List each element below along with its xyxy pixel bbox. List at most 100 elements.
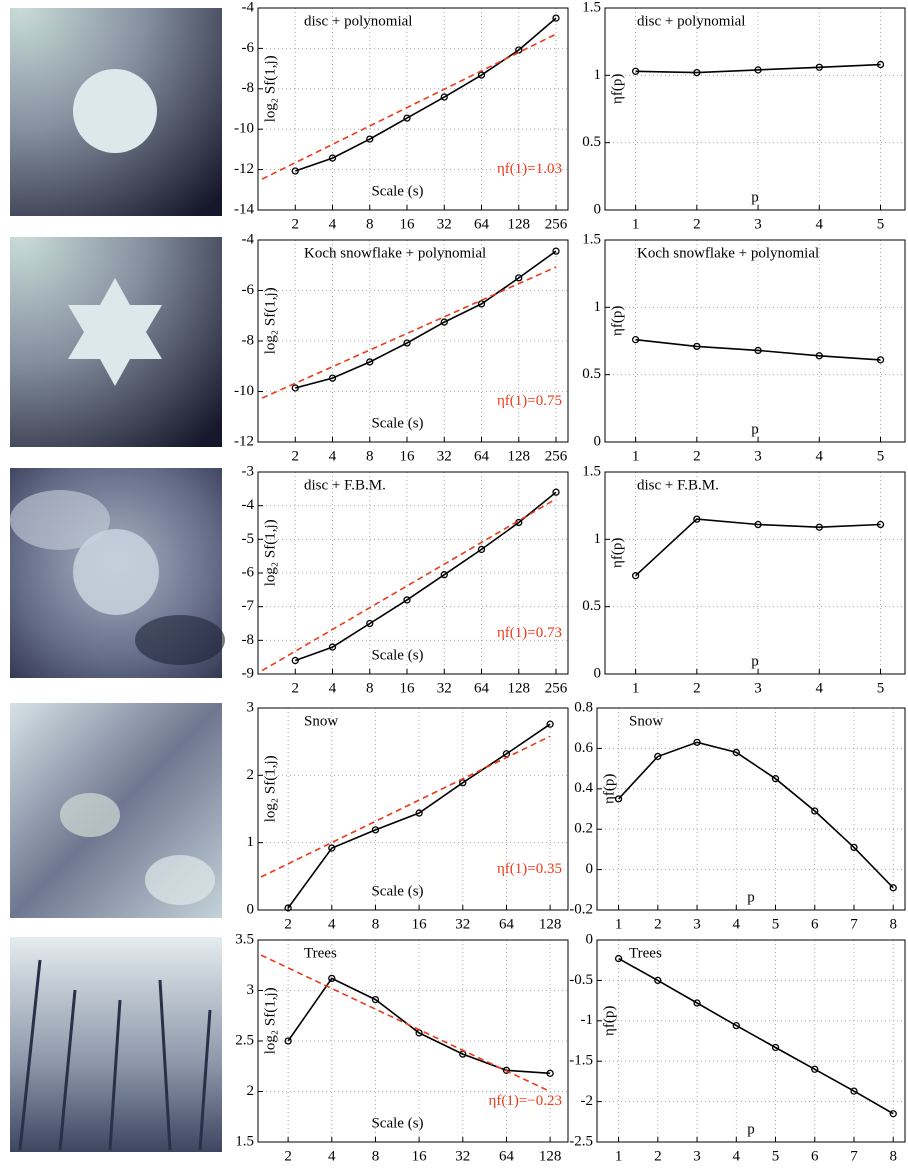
y-axis-label: ηf(p) <box>601 774 617 804</box>
x-tick-label: 2 <box>292 216 300 232</box>
x-axis-label: Scale (s) <box>371 647 423 663</box>
x-tick-label: 16 <box>400 448 416 464</box>
x-axis-label: p <box>751 653 759 669</box>
y-axis-label: log₂ Sf(1,j) <box>262 287 278 354</box>
data-line <box>635 63 881 74</box>
line-chart: -0.2 0 0.2 0.4 0.6 0.8 1 2 3 4 5 6 7 8 Snow p ηf(p) <box>569 699 906 932</box>
data-line <box>635 518 881 577</box>
data-point <box>284 1037 292 1045</box>
x-tick-label: 4 <box>328 1148 336 1164</box>
y-tick-label: -10 <box>234 121 254 137</box>
data-point <box>815 63 823 71</box>
y-tick-label: 3 <box>247 699 255 715</box>
data-point <box>366 135 374 143</box>
fit-line <box>260 954 551 1093</box>
x-tick-label: 128 <box>539 1148 562 1164</box>
data-line <box>618 741 894 889</box>
data-point <box>515 274 523 282</box>
data-line <box>287 723 551 909</box>
data-point <box>291 167 299 175</box>
x-tick-label: 4 <box>328 916 336 932</box>
y-tick-label: 1.5 <box>582 463 601 479</box>
x-tick-label: 64 <box>474 680 490 696</box>
chart-title: Snow <box>304 713 338 729</box>
y-tick-label: 0.2 <box>574 821 593 837</box>
y-tick-label: -7 <box>242 598 255 614</box>
x-tick-label: 6 <box>811 1148 819 1164</box>
y-tick-label: 0 <box>586 861 594 877</box>
data-point <box>654 976 662 985</box>
chart-title: Koch snowflake + polynomial <box>304 245 486 261</box>
y-tick-label: 1.5 <box>582 0 601 15</box>
x-tick-label: 2 <box>654 1148 662 1164</box>
line-chart: 0 0.5 1 1.5 1 2 3 4 5 Koch snowflake + polynomial… <box>582 231 906 464</box>
annotation: ηf(1)=−0.23 <box>489 1093 563 1109</box>
y-axis-label: log₂ Sf(1,j) <box>262 755 278 822</box>
y-tick-label: -9 <box>242 665 255 681</box>
chart-title: disc + F.B.M. <box>304 477 386 493</box>
y-tick-label: -12 <box>234 161 254 177</box>
y-tick-label: 0.8 <box>574 699 593 715</box>
x-tick-label: 5 <box>877 448 885 464</box>
image-koch-polynomial <box>10 237 222 447</box>
line-chart: -14 -12 -10 -8 -6 -4 2 4 8 16 32 64 128 256 disc + pol… <box>234 0 569 232</box>
data-point <box>614 954 623 963</box>
x-tick-label: 5 <box>772 1148 780 1164</box>
x-tick-label: 1 <box>615 916 623 932</box>
x-tick-label: 256 <box>545 680 568 696</box>
data-point <box>552 488 560 496</box>
y-tick-label: 2.5 <box>235 1032 254 1048</box>
data-point <box>477 300 486 308</box>
plot-frame <box>257 471 569 675</box>
data-point <box>552 247 560 255</box>
x-tick-label: 256 <box>545 216 568 232</box>
plot-frame <box>257 939 569 1143</box>
y-tick-label: 0.5 <box>582 366 601 382</box>
y-axis-label: log₂ Sf(1,j) <box>262 519 278 586</box>
data-line <box>618 957 894 1115</box>
x-tick-label: 7 <box>850 916 858 932</box>
x-tick-label: 8 <box>372 916 380 932</box>
data-point <box>815 352 823 360</box>
x-axis-label: p <box>747 889 755 905</box>
x-tick-label: 8 <box>889 1148 897 1164</box>
x-axis-label: Scale (s) <box>371 1115 423 1131</box>
data-point <box>693 515 701 523</box>
y-tick-label: -8 <box>242 80 255 96</box>
x-tick-label: 4 <box>733 1148 741 1164</box>
x-tick-label: 2 <box>292 448 300 464</box>
data-point <box>440 93 448 101</box>
y-tick-label: -6 <box>242 564 255 580</box>
y-axis-label: log₂ Sf(1,j) <box>262 55 278 122</box>
line-chart: -2.5 -2 -1.5 -1 -0.5 0 1 2 3 4 5 6 7 8 Trees p ηf(p) <box>569 931 906 1164</box>
y-tick-label: 1 <box>594 67 602 83</box>
data-point <box>732 748 740 757</box>
y-tick-label: -4 <box>242 231 255 247</box>
x-tick-label: 1 <box>632 216 640 232</box>
y-axis-label: ηf(p) <box>609 306 625 336</box>
x-tick-label: 64 <box>474 216 490 232</box>
x-tick-label: 32 <box>455 1148 470 1164</box>
y-tick-label: 0.6 <box>574 740 593 756</box>
x-tick-label: 8 <box>889 916 897 932</box>
x-axis-label: p <box>751 189 759 205</box>
x-tick-label: 1 <box>615 1148 623 1164</box>
data-point <box>850 843 858 852</box>
x-tick-label: 4 <box>816 448 824 464</box>
x-tick-label: 3 <box>754 680 762 696</box>
data-point <box>440 571 448 579</box>
chart-title: disc + polynomial <box>304 13 412 29</box>
data-point <box>754 66 762 74</box>
y-tick-label: 1 <box>594 531 602 547</box>
data-point <box>771 775 780 783</box>
x-tick-label: 2 <box>693 216 701 232</box>
chart-title: Koch snowflake + polynomial <box>637 245 819 261</box>
y-tick-label: 0.5 <box>582 134 601 150</box>
data-point <box>328 374 337 382</box>
x-tick-label: 128 <box>539 916 562 932</box>
line-chart: -9 -8 -7 -6 -5 -4 -3 2 4 8 16 32 64 128 256 disc + F.B.… <box>242 463 569 696</box>
data-point <box>889 1110 897 1118</box>
x-tick-label: 3 <box>693 916 701 932</box>
plot-frame <box>257 239 569 443</box>
